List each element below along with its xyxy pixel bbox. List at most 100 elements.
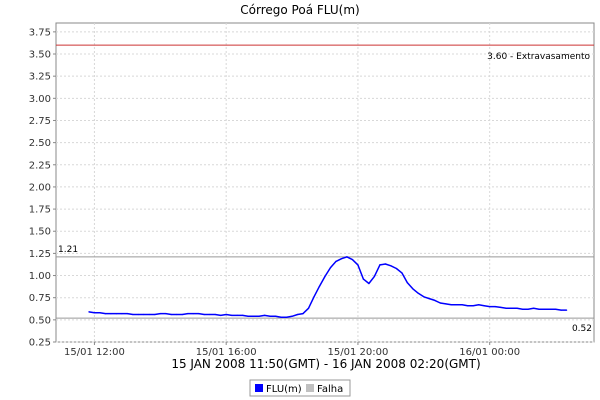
data-point <box>143 313 145 316</box>
legend-frame <box>249 379 351 397</box>
data-point <box>148 313 150 316</box>
data-point <box>450 304 452 306</box>
grid-layer <box>56 23 594 343</box>
data-point <box>406 282 408 284</box>
data-point <box>280 316 282 318</box>
data-point <box>236 314 238 316</box>
data-point <box>566 309 568 311</box>
data-point <box>527 308 529 310</box>
data-point <box>93 312 95 314</box>
data-point <box>264 314 266 316</box>
data-point <box>549 308 551 310</box>
data-point <box>555 308 557 310</box>
data-point <box>192 313 194 315</box>
data-point <box>170 313 172 316</box>
data-point <box>390 265 392 267</box>
data-point <box>395 267 397 270</box>
data-point <box>181 313 183 316</box>
data-point <box>203 313 205 316</box>
y-tick-label: 1.75 <box>29 205 51 216</box>
data-point <box>88 311 90 313</box>
y-tick-label: 2.00 <box>29 182 51 193</box>
data-point <box>99 312 101 314</box>
data-point <box>269 315 271 317</box>
data-point <box>362 278 364 280</box>
reference-line-label: 1.21 <box>58 245 78 255</box>
data-point <box>461 304 463 306</box>
data-point <box>297 313 299 316</box>
legend-label-falha: Falha <box>317 384 343 395</box>
data-point <box>198 313 200 315</box>
data-point <box>560 309 562 311</box>
y-tick-label: 1.50 <box>29 227 51 238</box>
data-point <box>340 258 343 260</box>
axes: 0.25 0.50 0.75 1.00 1.25 1.50 1.75 2.00 2.25 2.50… <box>29 27 520 358</box>
x-axis-label: 15 JAN 2008 11:50(GMT) - 16 JAN 2008 02:… <box>171 357 480 371</box>
data-point <box>154 313 156 316</box>
legend: FLU(m) Falha <box>249 379 351 397</box>
data-point <box>176 313 178 316</box>
data-point <box>500 306 502 308</box>
data-point <box>478 304 480 306</box>
y-tick-label: 3.00 <box>29 94 51 105</box>
reference-lines: 3.60 - Extravasamento 1.21 0.52 <box>56 44 594 334</box>
x-tick-label: 15/01 20:00 <box>328 347 389 358</box>
data-point <box>159 313 161 315</box>
data-point <box>187 313 189 315</box>
data-point <box>318 285 321 287</box>
data-point <box>494 306 496 308</box>
data-point <box>132 313 134 316</box>
data-point <box>302 313 304 315</box>
data-point <box>165 313 167 315</box>
y-tick-label: 2.75 <box>29 116 51 127</box>
data-point <box>516 307 518 309</box>
reference-line-label: 0.52 <box>572 324 592 334</box>
data-point <box>445 303 447 305</box>
data-point <box>428 298 430 300</box>
data-point <box>275 315 277 317</box>
data-point <box>544 308 546 310</box>
data-point <box>417 292 419 294</box>
y-tick-label: 2.50 <box>29 138 51 149</box>
series-layer <box>88 256 568 318</box>
y-tick-label: 0.25 <box>29 338 51 349</box>
series-line-flu-m <box>88 256 567 318</box>
x-tick-label: 15/01 12:00 <box>64 347 125 358</box>
data-point <box>121 313 123 315</box>
data-point <box>522 308 524 310</box>
data-point <box>456 304 458 306</box>
y-tick-label: 3.75 <box>29 27 51 38</box>
data-point <box>313 296 315 298</box>
data-point <box>346 256 348 258</box>
data-point <box>511 307 513 309</box>
data-point <box>489 306 491 308</box>
data-point <box>379 264 381 266</box>
data-point <box>538 308 540 310</box>
data-point <box>104 313 106 315</box>
legend-label-flu: FLU(m) <box>266 384 302 395</box>
data-point <box>291 315 293 317</box>
data-point <box>242 314 244 316</box>
data-point <box>384 263 386 265</box>
data-point <box>286 316 288 318</box>
data-point <box>483 305 485 307</box>
data-point <box>472 305 474 307</box>
data-point <box>225 313 227 316</box>
plot-area <box>55 22 595 343</box>
legend-swatch-flu <box>255 384 263 392</box>
data-point <box>220 314 222 316</box>
y-tick-label: 0.50 <box>29 315 51 326</box>
y-tick-label: 1.00 <box>29 271 51 282</box>
data-point <box>467 305 469 307</box>
y-tick-label: 0.75 <box>29 293 51 304</box>
data-point <box>209 313 211 316</box>
data-point <box>324 275 326 277</box>
data-point <box>505 307 507 309</box>
data-point <box>434 299 436 301</box>
data-point <box>412 288 414 290</box>
data-point <box>258 315 260 317</box>
data-point <box>373 275 375 277</box>
y-tick-label: 3.25 <box>29 72 51 83</box>
data-point <box>115 313 117 315</box>
